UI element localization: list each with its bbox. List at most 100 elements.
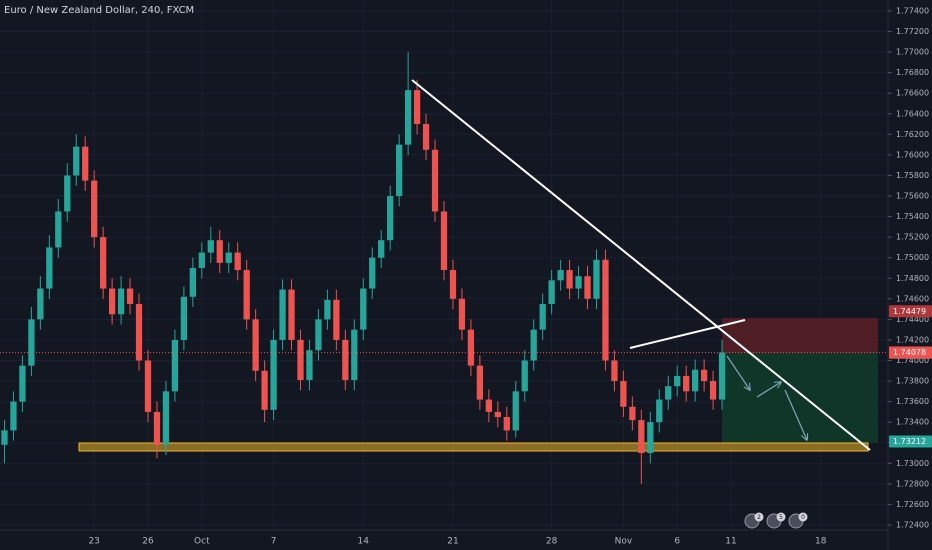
candle-body — [315, 319, 322, 351]
candle-body — [674, 375, 681, 387]
trend-line — [411, 79, 871, 451]
candle-body — [91, 180, 98, 238]
badge-count[interactable]: 0 — [801, 514, 805, 521]
candle-body — [234, 252, 241, 271]
x-tick-label: 7 — [271, 537, 277, 547]
candle-body — [404, 90, 412, 145]
candle-body — [413, 90, 421, 125]
x-tick-label: 11 — [725, 537, 736, 547]
candle-body — [494, 411, 501, 418]
x-tick-label: Nov — [615, 537, 633, 547]
badge-count[interactable]: 2 — [757, 514, 761, 521]
candle-body — [306, 350, 313, 381]
candle-body — [692, 369, 699, 392]
candles — [0, 52, 888, 484]
y-tick-label: 1.73400 — [896, 418, 929, 427]
candle-body — [108, 288, 116, 315]
candle-body — [503, 417, 510, 431]
y-tick-label: 1.74800 — [896, 274, 929, 283]
y-tick-label: 1.76000 — [896, 150, 929, 159]
candle-body — [620, 381, 627, 407]
candle-body — [73, 146, 80, 176]
chart-title: Euro / New Zealand Dollar, 240, FXCM — [4, 5, 194, 16]
x-tick-label: 6 — [674, 537, 680, 547]
y-tick-label: 1.76400 — [896, 109, 929, 118]
y-tick-label: 1.74600 — [896, 294, 929, 303]
candle-body — [548, 280, 555, 304]
y-tick-label: 1.75600 — [896, 192, 929, 201]
badge[interactable] — [798, 512, 808, 522]
candle-body — [629, 406, 636, 421]
y-tick-label: 1.75800 — [896, 171, 929, 180]
candle-body — [19, 365, 26, 402]
y-tick-label: 1.73600 — [896, 397, 929, 406]
y-tick-label: 1.76800 — [896, 68, 929, 77]
candle-body — [476, 365, 484, 400]
badge-count[interactable]: 5 — [779, 514, 783, 521]
badge[interactable] — [776, 512, 786, 522]
candle-body — [575, 276, 582, 289]
candle-body — [665, 386, 672, 400]
path-arrow — [784, 389, 807, 440]
candle-body — [333, 299, 340, 340]
candle-body — [602, 259, 609, 361]
y-tick-label: 1.74200 — [896, 335, 929, 344]
y-tick-label: 1.74000 — [896, 356, 929, 365]
candle-body — [557, 270, 564, 281]
candle-body — [1, 430, 8, 445]
candle-body — [647, 422, 654, 454]
candle-body — [216, 240, 223, 263]
candle-body — [440, 211, 448, 271]
candle-body — [369, 257, 376, 289]
axes: 1.724001.726001.728001.730001.732001.734… — [88, 6, 932, 547]
candle-body — [243, 270, 250, 320]
path-arrow — [726, 355, 750, 390]
candle-body — [593, 259, 600, 299]
candle-body — [611, 360, 618, 382]
y-tick-label: 1.75200 — [896, 233, 929, 242]
candle-body — [378, 240, 385, 258]
y-tick-label: 1.75400 — [896, 212, 929, 221]
candle-body — [431, 149, 439, 212]
candle-body — [126, 288, 134, 304]
candle-body — [638, 420, 645, 454]
candle-body — [458, 298, 466, 330]
y-tick-label: 1.77200 — [896, 27, 929, 36]
y-tick-label: 1.72800 — [896, 479, 929, 488]
y-tick-label: 1.74400 — [896, 315, 929, 324]
candle-body — [207, 240, 214, 253]
y-tick-label: 1.77400 — [896, 6, 929, 15]
candle-body — [279, 289, 286, 340]
candle-body — [198, 252, 205, 268]
candle-body — [709, 381, 717, 400]
candle-body — [189, 267, 196, 297]
y-tick-label: 1.76600 — [896, 89, 929, 98]
candle-body — [46, 247, 53, 289]
candle-body — [351, 329, 358, 381]
path-arrow — [756, 382, 781, 398]
candle-body — [512, 391, 519, 431]
x-tick-label: 23 — [88, 537, 99, 547]
candle-body — [270, 339, 277, 410]
candle-body — [28, 319, 35, 366]
candle-body — [37, 288, 44, 320]
target-zone — [722, 353, 878, 443]
candle-body — [144, 360, 152, 412]
badge[interactable] — [754, 512, 764, 522]
candle-body — [566, 270, 573, 289]
candle-body — [342, 339, 349, 381]
candle-body — [180, 296, 188, 340]
candle-body — [485, 399, 492, 412]
price-label-box — [889, 435, 932, 448]
candle-body — [171, 339, 179, 392]
x-tick-label: 28 — [546, 537, 558, 547]
price-label: 1.74078 — [893, 348, 926, 357]
candle-body — [467, 329, 475, 366]
candle-body — [64, 175, 71, 212]
toolbar-icons[interactable]: 2 5 0 — [744, 512, 808, 529]
candle-body — [422, 124, 430, 150]
candle-body — [135, 303, 143, 361]
candle-body — [82, 146, 89, 181]
